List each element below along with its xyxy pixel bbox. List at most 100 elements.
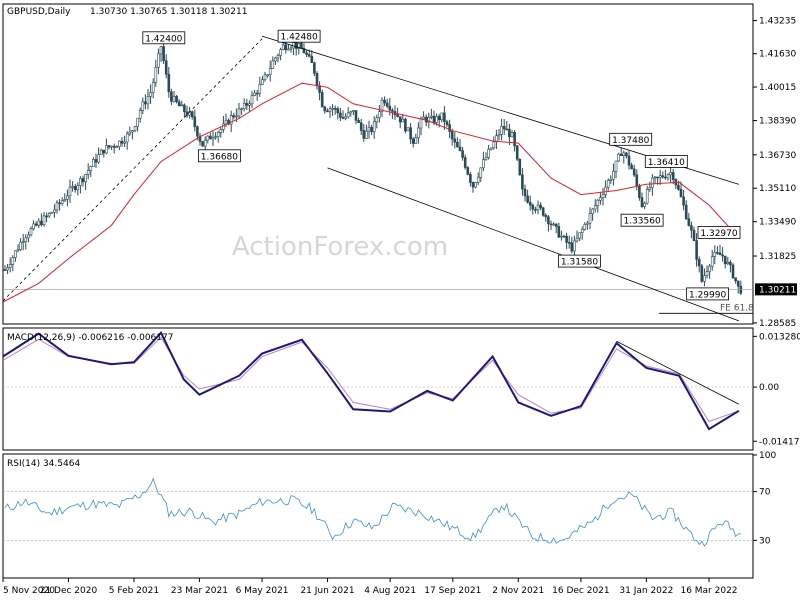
candle-body	[362, 130, 366, 139]
candle-body	[450, 131, 454, 140]
candle-body	[375, 117, 379, 123]
candle-body	[708, 265, 711, 272]
candle-body	[484, 157, 488, 160]
candle-body	[552, 223, 555, 226]
candle-body	[492, 141, 496, 149]
candle-body	[547, 216, 550, 225]
candle-body	[508, 128, 511, 138]
candle-body	[180, 104, 184, 107]
annotation-box	[197, 149, 241, 163]
candle-body	[58, 202, 61, 205]
candle-body	[297, 42, 301, 49]
candle-body	[513, 132, 516, 147]
candle-body	[175, 96, 178, 103]
candle-body	[661, 175, 665, 178]
candle-body	[34, 223, 38, 226]
candle-body	[557, 226, 561, 238]
price-tick-label: 1.36730	[759, 151, 796, 161]
rsi-panel: 100 70 30 RSI(14) 34.5464	[2, 451, 776, 579]
candle-body	[627, 155, 631, 166]
annotation-box	[558, 254, 601, 268]
candle-body	[619, 153, 623, 156]
macd-trendline	[616, 340, 740, 405]
candle-body	[396, 114, 399, 117]
candle-body	[687, 218, 691, 226]
candle-body	[445, 121, 449, 125]
candle-body	[53, 209, 56, 213]
candle-body	[310, 55, 314, 64]
candle-body	[700, 265, 704, 282]
candle-body	[422, 116, 425, 120]
annotation-box	[277, 29, 321, 43]
annotation-box	[644, 154, 688, 168]
candle-body	[37, 220, 41, 226]
candle-body	[388, 105, 392, 111]
candle-body	[653, 176, 657, 179]
candle-body	[596, 200, 600, 207]
candle-body	[591, 208, 594, 214]
candle-body	[66, 195, 69, 200]
candle-body	[365, 130, 368, 139]
x-tick-label: 17 Sep 2021	[424, 586, 481, 596]
candle-body	[710, 256, 714, 267]
annotation-label: 1.33560	[623, 217, 660, 227]
price-tick-label: 1.28585	[759, 319, 796, 329]
candle-body	[271, 60, 275, 69]
x-tick-label: 6 May 2021	[236, 586, 289, 596]
candle-body	[726, 261, 730, 264]
candle-body	[229, 115, 233, 125]
rsi-panel-frame	[2, 453, 754, 579]
candle-body	[320, 92, 324, 108]
x-tick-label: 5 Nov 2020	[3, 586, 55, 596]
candle-body	[112, 145, 116, 148]
candle-body	[55, 202, 59, 211]
candle-body	[32, 223, 35, 230]
candle-body	[289, 47, 293, 50]
annotation-label: 1.42400	[145, 34, 182, 44]
price-tick-label: 1.33490	[759, 218, 796, 228]
candle-body	[383, 99, 386, 104]
candle-body	[76, 185, 80, 190]
price-panel: ActionForex.com FE 61.8 1.42400 1.424801.…	[2, 3, 797, 329]
rsi-ticks: 100 70 30	[753, 451, 776, 546]
candle-body	[336, 108, 340, 114]
annotation-label: 1.36410	[648, 158, 685, 168]
candle-body	[149, 92, 152, 97]
price-tick-label: 1.43235	[759, 17, 796, 27]
candle-body	[216, 132, 220, 137]
candle-body	[245, 103, 249, 106]
candle-body	[276, 55, 280, 59]
candle-body	[300, 42, 303, 49]
candle-body	[695, 240, 698, 260]
candle-body	[47, 213, 51, 217]
candle-body	[580, 229, 584, 234]
candle-body	[729, 261, 732, 266]
candle-body	[333, 108, 337, 110]
candle-body	[79, 178, 82, 186]
candle-body	[154, 67, 158, 83]
candle-body	[250, 95, 254, 105]
candle-body	[313, 62, 316, 74]
candle-body	[131, 130, 134, 133]
x-tick-label: 21 Dec 2020	[40, 586, 98, 596]
candle-body	[391, 109, 394, 112]
price-tick-label: 1.40015	[759, 83, 796, 93]
x-tick-label: 16 Dec 2021	[552, 586, 610, 596]
candle-body	[482, 159, 485, 169]
candle-body	[115, 146, 119, 148]
candle-body	[177, 101, 181, 107]
candle-body	[469, 174, 472, 183]
candle-body	[570, 242, 574, 252]
candle-body	[29, 228, 33, 236]
candle-body	[224, 119, 228, 125]
candle-body	[21, 241, 25, 243]
candle-body	[136, 117, 139, 127]
candle-body	[443, 112, 446, 122]
candle-body	[378, 111, 381, 119]
candle-body	[232, 115, 236, 118]
candle-body	[523, 188, 527, 197]
macd-tick-label: -0.014173	[759, 437, 800, 447]
candle-body	[331, 108, 334, 110]
candle-body	[562, 235, 566, 238]
